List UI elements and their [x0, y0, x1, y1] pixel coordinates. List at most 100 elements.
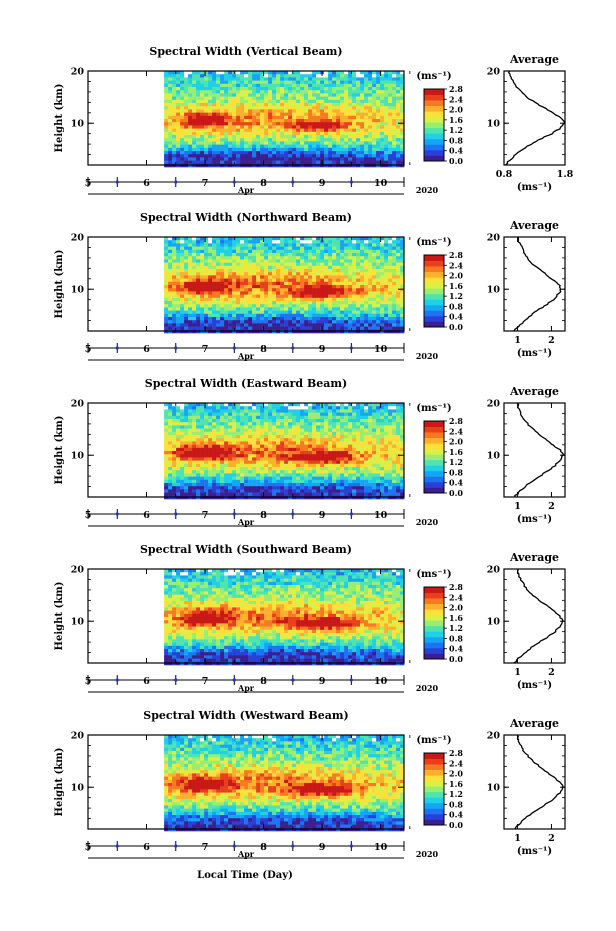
colorbar-tick-label: 0.4 [449, 146, 463, 156]
profile-title: Average [509, 219, 559, 232]
colorbar-segment [424, 443, 444, 450]
colorbar-tick-label: 1.2 [449, 457, 463, 467]
colorbar-tick-label: 1.6 [449, 447, 463, 457]
day-boundary-marker [291, 512, 295, 516]
year-label: 2020 [416, 849, 439, 859]
profile-x-tick-label: 1 [514, 501, 521, 512]
colorbar-segment [424, 266, 444, 273]
colorbar-tick-label: 2.4 [449, 592, 463, 602]
colorbar-tick-label: 2.8 [449, 748, 463, 758]
colorbar-segment [424, 808, 444, 815]
profile-x-tick-label: 1 [514, 833, 521, 844]
day-label: 5 [85, 178, 92, 189]
colorbar: 0.00.40.81.21.62.02.42.8 (ms⁻¹) [416, 403, 463, 498]
colorbar-unit: (ms⁻¹) [416, 237, 451, 248]
colorbar-segment [424, 753, 444, 759]
plot-frame [87, 70, 405, 166]
day-label: 10 [374, 178, 388, 189]
day-boundary-marker [349, 180, 353, 184]
profile-unit: (ms⁻¹) [517, 680, 552, 691]
profile-x-tick-label: 2 [548, 501, 555, 512]
colorbar-tick-label: 0.4 [449, 644, 463, 654]
colorbar-segment [424, 587, 444, 593]
month-label: Apr [237, 849, 255, 859]
y-tick-label: 10 [71, 285, 85, 296]
y-tick-label: 20 [71, 399, 85, 410]
day-boundary-marker [291, 180, 295, 184]
year-label: 2020 [416, 185, 439, 195]
colorbar-segment [424, 764, 444, 771]
profile-x-tick-label: 1 [514, 335, 521, 346]
panel-2: Spectral Width (Northward Beam) 10 20 Heigh… [54, 211, 566, 361]
month-label: Apr [237, 517, 255, 527]
colorbar-tick-label: 0.8 [449, 799, 463, 809]
panel-title: Spectral Width (Southward Beam) [140, 543, 352, 556]
profile-unit: (ms⁻¹) [517, 348, 552, 359]
colorbar-tick-label: 0.8 [449, 301, 463, 311]
colorbar-tick-label: 1.6 [449, 281, 463, 291]
colorbar-segment [424, 432, 444, 439]
colorbar-tick-label: 0.0 [449, 654, 463, 664]
colorbar-tick-label: 2.0 [449, 437, 463, 447]
profile-line [505, 70, 566, 166]
colorbar-segment [424, 465, 444, 472]
colorbar-unit: (ms⁻¹) [416, 569, 451, 580]
colorbar-segment [424, 111, 444, 118]
colorbar-segment [424, 105, 444, 112]
day-label: 5 [85, 510, 92, 521]
plot-frame [87, 236, 405, 332]
colorbar-segment [424, 819, 444, 826]
colorbar-tick-label: 2.4 [449, 94, 463, 104]
colorbar-segment [424, 426, 444, 433]
day-label: 6 [143, 344, 150, 355]
y-tick-label: 10 [71, 119, 85, 130]
colorbar-tick-label: 2.0 [449, 603, 463, 613]
colorbar-segment [424, 780, 444, 787]
profile-frame [503, 734, 566, 830]
colorbar-tick-label: 1.2 [449, 623, 463, 633]
panel-title: Spectral Width (Vertical Beam) [149, 45, 342, 58]
colorbar-segment [424, 299, 444, 306]
profile-plot: Average 10 20 1 2 (ms⁻¹) [487, 551, 566, 691]
colorbar-tick-label: 0.8 [449, 633, 463, 643]
figure-xlabel: Local Time (Day) [197, 870, 293, 881]
colorbar-tick-label: 2.4 [449, 758, 463, 768]
day-label: 10 [374, 842, 388, 853]
y-tick-label: 10 [71, 617, 85, 628]
panel-1: Spectral Width (Vertical Beam) 10 20 Height… [54, 45, 574, 195]
colorbar-tick-label: 2.8 [449, 416, 463, 426]
y-tick-label: 20 [71, 233, 85, 244]
profile-plot: Average 10 20 1 2 (ms⁻¹) [487, 717, 566, 857]
heatmap-cells [164, 403, 405, 500]
profile-y-tick-label: 20 [487, 67, 501, 78]
day-label: 6 [143, 510, 150, 521]
day-label: 5 [85, 842, 92, 853]
day-label: 9 [319, 676, 326, 687]
profile-y-tick-label: 20 [487, 399, 501, 410]
profile-plot: Average 10 20 1 2 (ms⁻¹) [487, 219, 566, 359]
day-boundary-marker [349, 346, 353, 350]
colorbar-segment [424, 421, 444, 427]
profile-frame [503, 236, 566, 332]
day-label: 10 [374, 344, 388, 355]
colorbar: 0.00.40.81.21.62.02.42.8 (ms⁻¹) [416, 237, 463, 332]
colorbar: 0.00.40.81.21.62.02.42.8 (ms⁻¹) [416, 569, 463, 664]
colorbar-frame [423, 88, 445, 162]
colorbar-segment [424, 127, 444, 134]
colorbar-segment [424, 476, 444, 483]
day-boundary-marker [232, 678, 236, 682]
panel-title: Spectral Width (Northward Beam) [140, 211, 352, 224]
colorbar-segment [424, 487, 444, 494]
profile-line [513, 236, 562, 332]
profile-plot: Average 10 20 1 2 (ms⁻¹) [487, 385, 566, 525]
day-label: 8 [260, 510, 267, 521]
colorbar-unit: (ms⁻¹) [416, 71, 451, 82]
colorbar-segment [424, 459, 444, 466]
colorbar-segment [424, 653, 444, 660]
month-label: Apr [237, 185, 255, 195]
colorbar-tick-label: 0.0 [449, 820, 463, 830]
day-boundary-marker [291, 678, 295, 682]
colorbar-segment [424, 470, 444, 477]
profile-unit: (ms⁻¹) [517, 182, 552, 193]
plot-frame [87, 402, 405, 498]
